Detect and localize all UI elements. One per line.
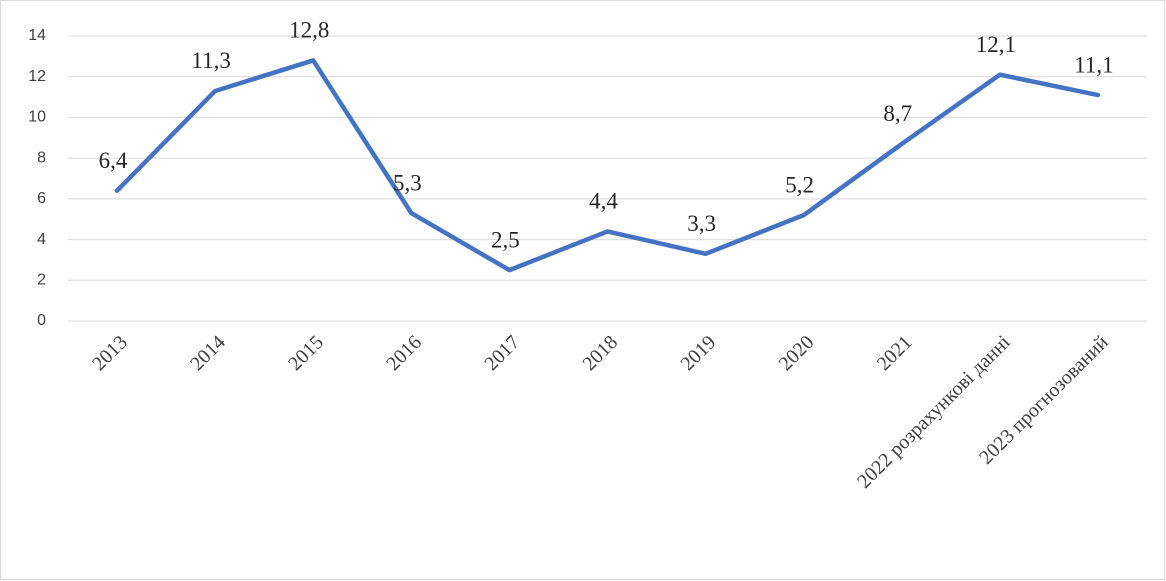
y-tick-label: 2 <box>37 272 46 289</box>
y-tick-label: 6 <box>37 190 46 207</box>
y-tick-label: 14 <box>28 27 46 44</box>
data-label: 12,8 <box>289 18 329 43</box>
y-tick-label: 10 <box>28 109 46 126</box>
line-series <box>114 58 1101 273</box>
x-tick-label: 2018 <box>578 331 622 375</box>
x-tick-label: 2016 <box>382 331 426 375</box>
data-label: 2,5 <box>491 227 520 252</box>
y-tick-label: 4 <box>37 231 46 248</box>
x-tick-label: 2015 <box>284 331 328 375</box>
data-label: 12,1 <box>976 32 1016 57</box>
x-tick-label: 2020 <box>775 331 819 375</box>
y-tick-label: 0 <box>37 312 46 329</box>
x-tick-label: 2013 <box>88 331 132 375</box>
y-tick-label: 8 <box>37 149 46 166</box>
x-tick-label: 2017 <box>480 331 524 375</box>
y-tick-label: 12 <box>28 68 46 85</box>
data-label: 11,1 <box>1074 52 1113 77</box>
data-label: 11,3 <box>191 48 230 73</box>
data-label: 8,7 <box>883 101 912 126</box>
x-tick-label: 2014 <box>186 331 230 375</box>
data-label: 4,4 <box>589 189 618 214</box>
data-label: 3,3 <box>687 211 716 236</box>
x-tick-label: 2021 <box>873 331 917 375</box>
x-tick-label: 2019 <box>677 331 721 375</box>
data-label: 5,3 <box>393 170 422 195</box>
data-label: 6,4 <box>99 148 128 173</box>
data-label: 5,2 <box>785 172 814 197</box>
